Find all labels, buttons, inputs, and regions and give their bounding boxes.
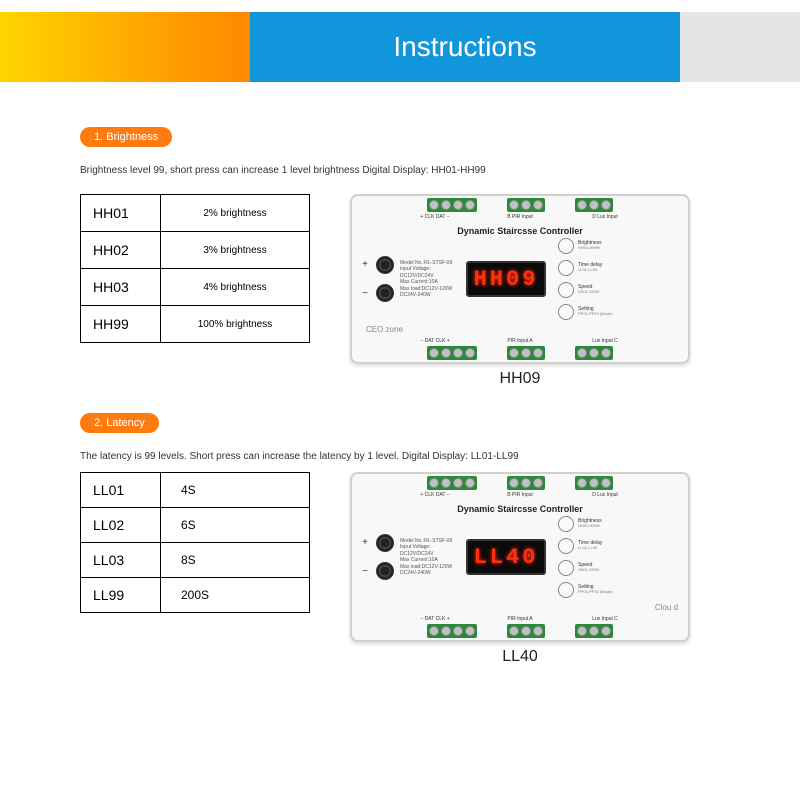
device2-wrap: + CLK DAT − B PIR Input D Lux Input Dyna… — [350, 472, 690, 666]
terminal-block — [575, 476, 613, 490]
segment-display-2: LL40 — [466, 539, 546, 575]
segment-display-1: HH09 — [466, 261, 546, 297]
section2-desc: The latency is 99 levels. Short press ca… — [80, 451, 680, 462]
bottom-terminals — [352, 344, 688, 362]
latency-table: LL014S LL026S LL038S LL99200S — [80, 472, 310, 613]
header-gradient-band: Instructions — [0, 12, 800, 82]
brightness-button[interactable] — [558, 516, 574, 532]
table-row: LL038S — [81, 543, 310, 578]
brightness-button[interactable] — [558, 238, 574, 254]
terminal-block — [427, 346, 477, 360]
dc-jacks — [376, 224, 394, 334]
buttons-column: BrightnessHH01-HH99 Time delayLL01-LL99 … — [558, 502, 618, 612]
timedelay-button[interactable] — [558, 538, 574, 554]
terminal-block — [427, 476, 477, 490]
device-mid: +− Model No.:RL-STSF-09 Input Voltage: D… — [352, 220, 688, 338]
device2-caption: LL40 — [502, 648, 538, 666]
table-row: HH99100% brightness — [81, 306, 310, 343]
terminal-block — [427, 624, 477, 638]
dc-jacks — [376, 502, 394, 612]
buttons-column: BrightnessHH01-HH99 Time delayLL01-LL99 … — [558, 224, 618, 334]
terminal-block — [575, 624, 613, 638]
terminal-block — [427, 198, 477, 212]
table-row: HH023% brightness — [81, 232, 310, 269]
timedelay-button[interactable] — [558, 260, 574, 276]
section1-desc: Brightness level 99, short press can inc… — [80, 165, 680, 176]
device1-caption: HH09 — [500, 370, 541, 388]
brightness-table: HH012% brightness HH023% brightness HH03… — [80, 194, 310, 343]
terminal-block — [507, 476, 545, 490]
page-title: Instructions — [393, 31, 536, 63]
device1-wrap: + CLK DAT − B PIR Input D Lux Input Dyna… — [350, 194, 690, 388]
section1-pill: 1. Brightness — [80, 127, 172, 147]
setting-button[interactable] — [558, 582, 574, 598]
terminal-block — [575, 198, 613, 212]
device-title: Dynamic Staircsse Controller — [352, 504, 688, 514]
terminal-block — [507, 346, 545, 360]
device-mid: +− Model No.:RL-STSF-09 Input Voltage: D… — [352, 498, 688, 616]
table-row: HH012% brightness — [81, 195, 310, 232]
polarity-marks: +− — [360, 502, 370, 612]
brand-text-right: Clou d — [655, 603, 678, 612]
setting-button[interactable] — [558, 304, 574, 320]
table-row: LL99200S — [81, 578, 310, 613]
spec-text: Model No.:RL-STSF-09 Input Voltage: DC12… — [400, 502, 460, 612]
bottom-terminals — [352, 622, 688, 640]
section2-row: LL014S LL026S LL038S LL99200S + CLK DAT … — [80, 472, 750, 666]
speed-button[interactable] — [558, 282, 574, 298]
controller-device-2: + CLK DAT − B PIR Input D Lux Input Dyna… — [350, 472, 690, 642]
terminal-block — [507, 624, 545, 638]
speed-button[interactable] — [558, 560, 574, 576]
table-row: HH034% brightness — [81, 269, 310, 306]
dc-jack-icon — [376, 562, 394, 580]
device-title: Dynamic Staircsse Controller — [352, 226, 688, 236]
content-area: 1. Brightness Brightness level 99, short… — [0, 82, 800, 666]
section2-pill: 2. Latency — [80, 413, 159, 433]
table-row: LL014S — [81, 473, 310, 508]
controller-device-1: + CLK DAT − B PIR Input D Lux Input Dyna… — [350, 194, 690, 364]
polarity-marks: +− — [360, 224, 370, 334]
header-blue-block: Instructions — [250, 12, 680, 82]
spec-text: Model No.:RL-STSF-09 Input Voltage: DC12… — [400, 224, 460, 334]
brand-text: CEO zone — [366, 325, 403, 334]
terminal-block — [507, 198, 545, 212]
top-terminals — [352, 196, 688, 214]
top-terminals — [352, 474, 688, 492]
dc-jack-icon — [376, 256, 394, 274]
dc-jack-icon — [376, 534, 394, 552]
dc-jack-icon — [376, 284, 394, 302]
terminal-block — [575, 346, 613, 360]
section1-row: HH012% brightness HH023% brightness HH03… — [80, 194, 750, 388]
table-row: LL026S — [81, 508, 310, 543]
